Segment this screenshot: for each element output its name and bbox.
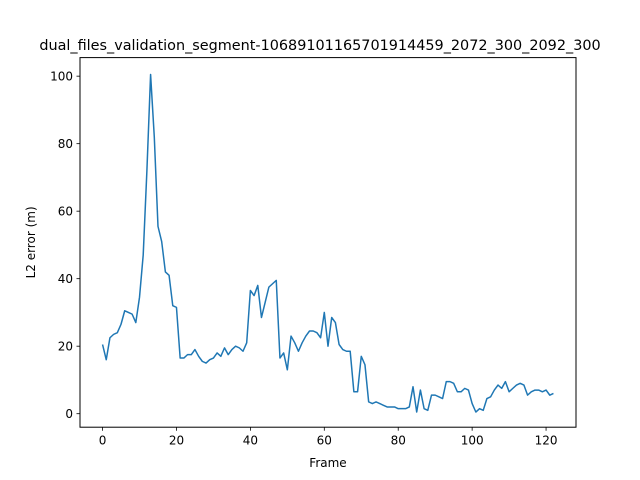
- x-tick-label: 60: [317, 434, 332, 448]
- y-tick-label: 80: [58, 137, 73, 151]
- y-tick-label: 20: [58, 339, 73, 353]
- y-axis-ticks: 0 20 40 60 80 100: [50, 69, 80, 421]
- x-tick-label: 80: [391, 434, 406, 448]
- x-axis-label: Frame: [309, 456, 346, 470]
- y-tick-label: 60: [58, 204, 73, 218]
- plot-area: [101, 73, 554, 413]
- chart-title: dual_files_validation_segment-1068910116…: [39, 38, 600, 54]
- axes-frame: [79, 57, 577, 428]
- x-tick-label: 100: [461, 434, 484, 448]
- x-axis-ticks: 0 20 40 60 80 100 120: [99, 427, 558, 448]
- y-tick-label: 40: [58, 272, 73, 286]
- y-tick-label: 100: [50, 69, 73, 83]
- x-tick-label: 40: [243, 434, 258, 448]
- y-axis-label: L2 error (m): [24, 206, 38, 278]
- x-tick-label: 20: [169, 434, 184, 448]
- series-line-0: [101, 73, 554, 413]
- x-tick-label: 0: [99, 434, 107, 448]
- x-tick-label: 120: [535, 434, 558, 448]
- y-tick-label: 0: [65, 407, 73, 421]
